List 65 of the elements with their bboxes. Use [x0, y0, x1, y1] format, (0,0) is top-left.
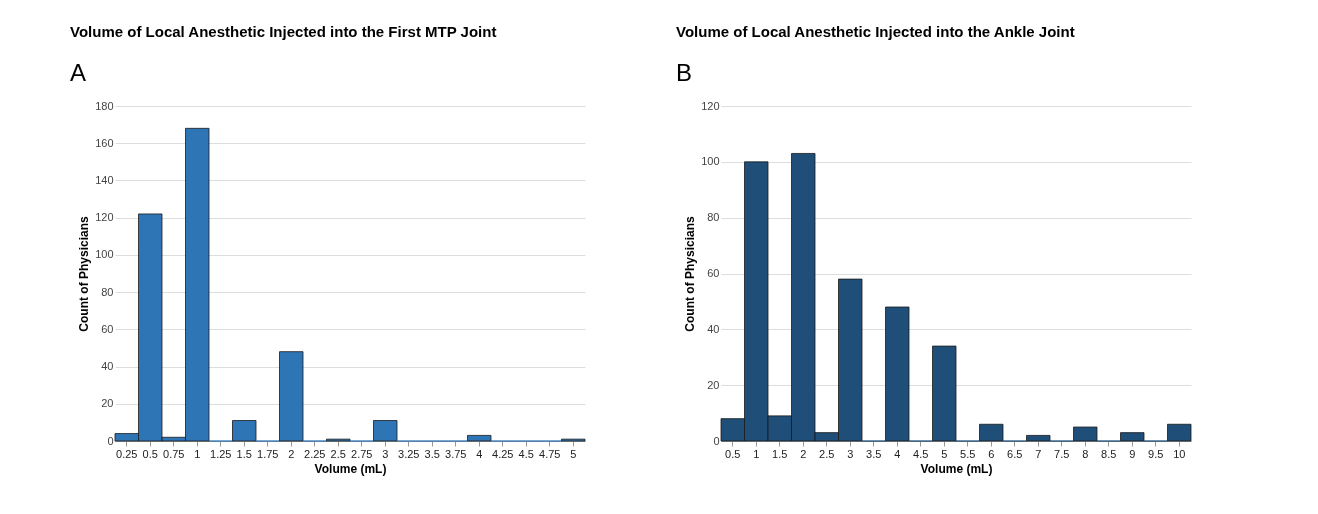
x-tick-label: 0.25 — [116, 447, 138, 460]
x-tick-label: 1.25 — [210, 447, 232, 460]
x-tick-label: 2 — [800, 447, 807, 460]
x-tick-label: 4.5 — [913, 447, 929, 460]
x-tick-label: 3 — [847, 447, 854, 460]
x-tick-label: 2.5 — [330, 447, 346, 460]
y-tick-label: 60 — [101, 322, 114, 335]
y-tick-label: 120 — [701, 99, 720, 112]
y-tick-label: 20 — [101, 397, 114, 410]
y-tick-label: 140 — [95, 173, 114, 186]
chart-title: Volume of Local Anesthetic Injected into the Ankle Joint — [676, 23, 1075, 40]
x-axis-title: Volume (mL) — [920, 461, 993, 476]
y-tick-label: 160 — [95, 136, 114, 149]
y-tick-label: 180 — [95, 99, 114, 112]
x-tick-label: 5 — [941, 447, 948, 460]
y-tick-label: 80 — [707, 211, 720, 224]
x-tick-label: 6 — [988, 447, 995, 460]
x-tick-label: 7 — [1035, 447, 1042, 460]
x-tick-label: 3.5 — [424, 447, 440, 460]
x-tick-label: 5.5 — [960, 447, 976, 460]
y-axis-title: Count of Physicians — [77, 216, 92, 332]
y-tick-label: 40 — [101, 360, 114, 373]
y-tick-label: 0 — [107, 434, 114, 447]
x-tick-label: 1.75 — [257, 447, 279, 460]
y-axis-title: Count of Physicians — [683, 216, 698, 332]
x-tick-label: 4.75 — [539, 447, 561, 460]
x-tick-label: 1 — [753, 447, 760, 460]
x-tick-label: 4 — [476, 447, 483, 460]
x-tick-label: 0.5 — [725, 447, 741, 460]
x-tick-label: 10 — [1173, 447, 1186, 460]
x-tick-label: 3 — [382, 447, 389, 460]
x-tick-label: 3.75 — [445, 447, 467, 460]
y-tick-label: 80 — [101, 285, 114, 298]
x-tick-label: 2 — [288, 447, 295, 460]
y-tick-label: 60 — [707, 267, 720, 279]
x-tick-label: 3.5 — [866, 447, 882, 460]
x-tick-label: 6.5 — [1007, 447, 1023, 460]
x-tick-label: 4 — [894, 447, 901, 460]
y-tick-label: 120 — [95, 211, 114, 224]
x-tick-label: 8 — [1082, 447, 1089, 460]
text: B — [676, 59, 693, 86]
x-tick-label: 1.5 — [772, 447, 788, 460]
text: A — [70, 59, 87, 86]
x-tick-label: 9.5 — [1148, 447, 1164, 460]
x-tick-label: 4.25 — [492, 447, 514, 460]
chart-title: Volume of Local Anesthetic Injected into the First MTP Joint — [70, 23, 497, 40]
x-tick-label: 5 — [570, 447, 577, 460]
x-tick-label: 7.5 — [1054, 447, 1070, 460]
x-tick-label: 4.5 — [518, 447, 534, 460]
x-axis-title: Volume (mL) — [314, 461, 387, 476]
x-tick-label: 2.75 — [351, 447, 373, 460]
x-tick-label: 3.25 — [398, 447, 420, 460]
y-tick-label: 100 — [95, 248, 114, 261]
x-tick-label: 1 — [194, 447, 201, 460]
x-tick-label: 0.75 — [163, 447, 185, 460]
y-tick-label: 100 — [701, 155, 720, 168]
y-tick-label: 20 — [707, 378, 720, 391]
y-tick-label: 0 — [713, 434, 720, 447]
x-tick-label: 2.5 — [819, 447, 835, 460]
x-tick-label: 1.5 — [236, 447, 252, 460]
x-tick-label: 9 — [1129, 447, 1136, 460]
x-tick-label: 0.5 — [142, 447, 158, 460]
x-tick-label: 2.25 — [304, 447, 326, 460]
x-tick-label: 8.5 — [1101, 447, 1117, 460]
y-tick-label: 40 — [707, 322, 720, 335]
